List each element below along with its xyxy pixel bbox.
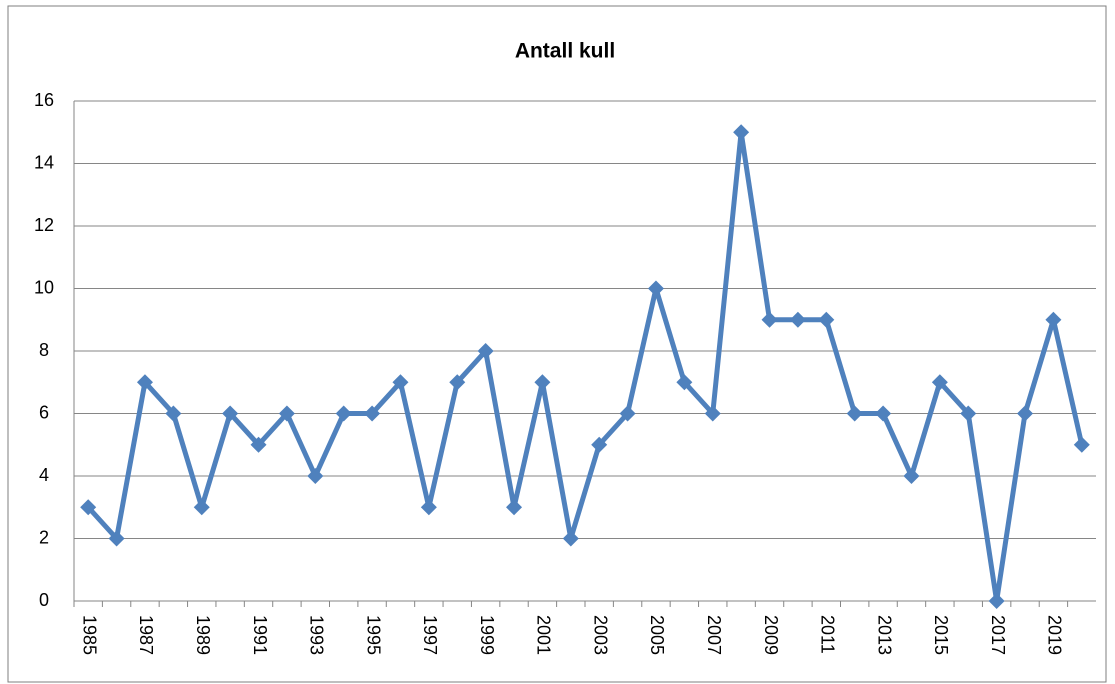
y-tick-label: 16 bbox=[34, 90, 54, 110]
data-point bbox=[193, 499, 210, 516]
x-tick-label: 2019 bbox=[1045, 615, 1065, 655]
data-point bbox=[477, 343, 494, 359]
data-line bbox=[86, 129, 1085, 604]
x-tick-label: 1987 bbox=[136, 615, 156, 655]
data-point bbox=[903, 468, 920, 484]
data-point bbox=[647, 280, 664, 297]
x-tick-label: 1993 bbox=[307, 615, 327, 655]
x-tick-label: 1995 bbox=[363, 615, 383, 655]
x-tick-label: 2007 bbox=[704, 615, 724, 655]
data-point bbox=[420, 499, 437, 516]
x-tick-label: 2003 bbox=[590, 615, 610, 655]
chart-border bbox=[7, 5, 1107, 683]
x-tick-label: 1997 bbox=[420, 615, 440, 655]
x-tick-label: 2015 bbox=[931, 615, 951, 655]
data-point bbox=[506, 499, 523, 516]
data-point bbox=[931, 374, 948, 391]
data-point bbox=[1017, 405, 1034, 422]
y-tick-label: 12 bbox=[34, 215, 54, 235]
y-tick-label: 14 bbox=[34, 152, 54, 172]
data-point bbox=[988, 593, 1005, 609]
data-point bbox=[562, 530, 579, 547]
data-point bbox=[222, 405, 239, 422]
x-tick-label: 2017 bbox=[988, 615, 1008, 655]
data-point bbox=[591, 436, 608, 453]
data-point bbox=[165, 405, 182, 422]
data-point bbox=[619, 405, 636, 422]
data-point bbox=[875, 405, 892, 422]
x-tick-label: 2005 bbox=[647, 615, 667, 655]
x-tick-label: 1991 bbox=[250, 615, 270, 655]
data-point bbox=[1073, 436, 1090, 453]
data-point bbox=[108, 530, 125, 547]
chart-title: Antall kull bbox=[515, 40, 615, 63]
data-point bbox=[534, 374, 551, 391]
x-tick-label: 2013 bbox=[874, 615, 894, 655]
data-point bbox=[449, 374, 466, 391]
data-point bbox=[789, 311, 806, 328]
x-tick-label: 2001 bbox=[534, 615, 554, 655]
y-tick-label: 10 bbox=[34, 277, 54, 297]
data-point bbox=[704, 405, 721, 422]
y-tick-label: 2 bbox=[39, 527, 49, 547]
data-point bbox=[733, 124, 750, 141]
data-point bbox=[1045, 311, 1062, 328]
data-point bbox=[278, 405, 295, 422]
data-point bbox=[818, 311, 835, 328]
data-point bbox=[250, 436, 267, 453]
y-tick-label: 6 bbox=[39, 402, 49, 422]
y-tick-label: 0 bbox=[39, 590, 49, 610]
data-point bbox=[960, 405, 977, 422]
x-tick-label: 1985 bbox=[79, 615, 99, 655]
data-point bbox=[307, 468, 324, 484]
x-tick-label: 2009 bbox=[761, 615, 781, 655]
data-point bbox=[846, 405, 863, 422]
x-tick-label: 1999 bbox=[477, 615, 497, 655]
data-point bbox=[364, 405, 381, 422]
x-tick-label: 1989 bbox=[193, 615, 213, 655]
x-tick-label: 2011 bbox=[818, 615, 838, 654]
y-tick-label: 8 bbox=[39, 340, 49, 360]
data-point bbox=[136, 374, 153, 391]
y-tick-label: 4 bbox=[39, 465, 49, 485]
data-point bbox=[761, 311, 778, 328]
data-point bbox=[676, 374, 693, 391]
data-point bbox=[392, 374, 409, 391]
data-point bbox=[335, 405, 352, 422]
data-point bbox=[80, 499, 97, 516]
